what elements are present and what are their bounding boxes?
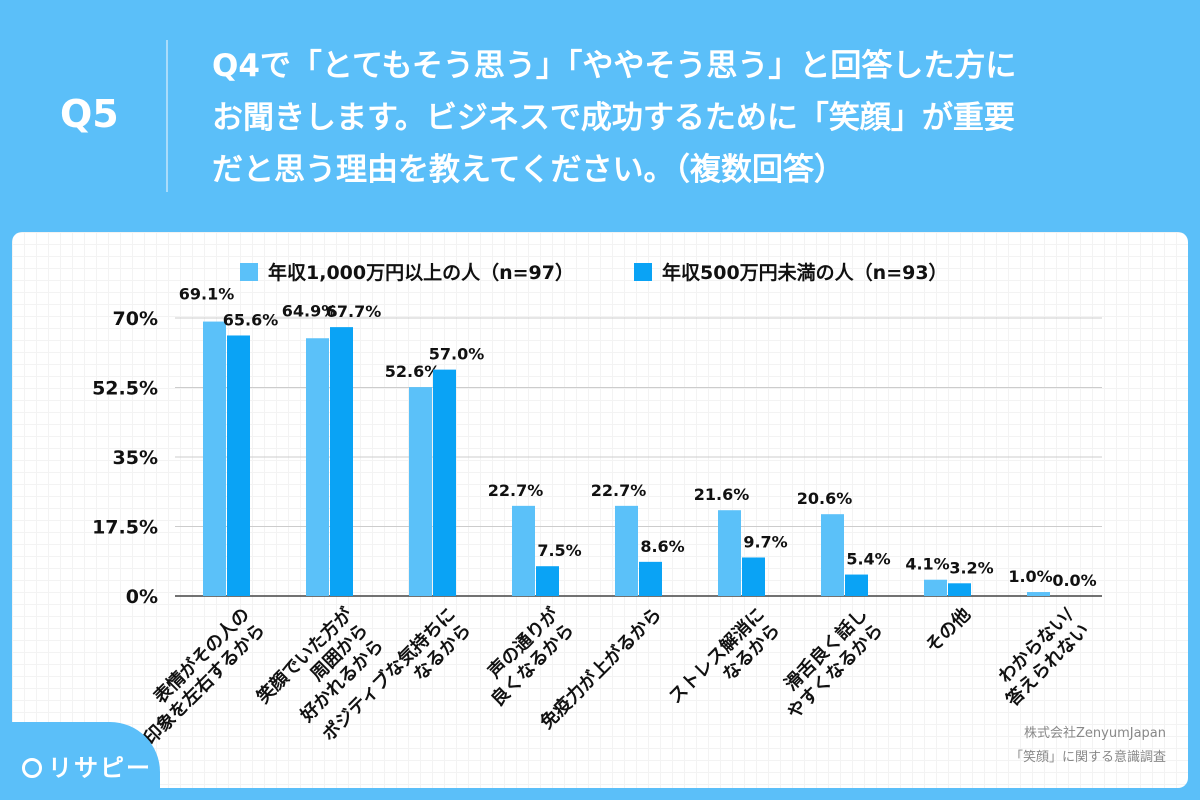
y-tick-label: 52.5% (92, 378, 158, 400)
data-label: 67.7% (326, 302, 382, 321)
y-tick-label: 35% (113, 447, 158, 469)
data-label: 7.5% (537, 541, 581, 560)
bar (203, 321, 226, 596)
divider (166, 40, 168, 192)
legend-swatch (240, 263, 258, 281)
logo-text: リサピー (48, 754, 152, 782)
legend-swatch (634, 263, 652, 281)
bar (433, 369, 456, 596)
bar (742, 557, 765, 596)
logo: リサピー (22, 748, 152, 783)
credit: 株式会社ZenyumJapan 「笑顔」に関する意識調査 (1010, 722, 1166, 770)
question-number: Q5 (60, 92, 119, 136)
data-label: 4.1% (905, 555, 949, 574)
bar (330, 327, 353, 596)
bar (512, 505, 535, 596)
data-label: 9.7% (743, 532, 787, 551)
legend-item-high-income: 年収1,000万円以上の人（n=97） (240, 258, 574, 285)
data-label: 1.0% (1008, 567, 1052, 586)
question-text: Q4で「とてもそう思う」「ややそう思う」と回答した方に お聞きします。ビジネスで… (212, 48, 1017, 188)
data-label: 0.0% (1052, 571, 1096, 590)
data-label: 64.9% (282, 301, 338, 320)
bar (409, 387, 432, 596)
pin-icon (22, 758, 42, 778)
data-label: 57.0% (429, 345, 485, 364)
data-label: 65.6% (223, 310, 279, 329)
bar (821, 514, 844, 596)
bar (845, 574, 868, 596)
y-tick-label: 70% (113, 308, 158, 330)
data-label: 8.6% (640, 537, 684, 556)
bar (615, 505, 638, 596)
data-label: 20.6% (797, 489, 853, 508)
bar (306, 338, 329, 596)
credit-survey: 「笑顔」に関する意識調査 (1009, 750, 1166, 765)
legend-label: 年収1,000万円以上の人（n=97） (268, 262, 574, 284)
bar (718, 510, 741, 596)
legend-item-low-income: 年収500万円未満の人（n=93） (634, 258, 948, 285)
data-label: 52.6% (385, 362, 441, 381)
y-tick-label: 17.5% (92, 517, 158, 539)
bar (924, 579, 947, 596)
legend-label: 年収500万円未満の人（n=93） (662, 262, 948, 284)
data-label: 3.2% (949, 558, 993, 577)
data-label: 21.6% (694, 485, 750, 504)
data-label: 22.7% (488, 481, 544, 500)
data-label: 69.1% (179, 285, 235, 304)
legend: 年収1,000万円以上の人（n=97） 年収500万円未満の人（n=93） (240, 258, 948, 285)
data-label: 22.7% (591, 481, 647, 500)
data-label: 5.4% (846, 550, 890, 569)
bar (639, 561, 662, 596)
bar (227, 335, 250, 596)
credit-company: 株式会社ZenyumJapan (1024, 726, 1166, 741)
bar (536, 566, 559, 596)
bar (1027, 592, 1050, 596)
bar (948, 583, 971, 596)
y-tick-label: 0% (126, 586, 158, 608)
